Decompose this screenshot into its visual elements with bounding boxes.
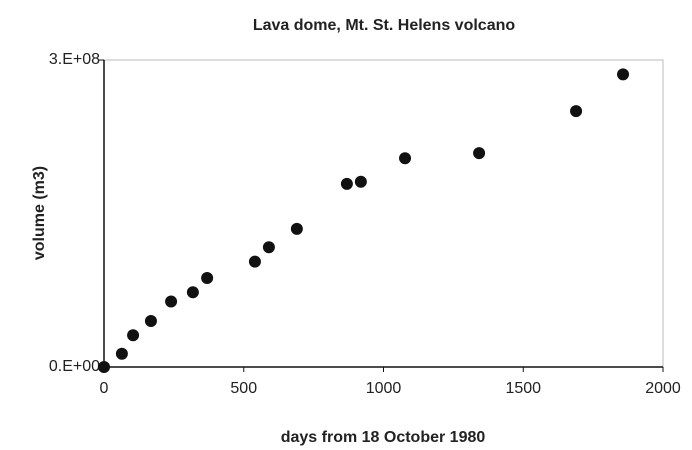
- x-tick-label: 0: [100, 380, 109, 397]
- data-point: [399, 152, 412, 165]
- y-tick-label: 3.E+08: [49, 51, 100, 68]
- data-point: [127, 329, 140, 342]
- data-point: [115, 347, 128, 360]
- data-point: [165, 295, 178, 308]
- data-point: [473, 147, 486, 160]
- y-tick-label: 0.E+00: [49, 358, 100, 375]
- data-point: [340, 177, 353, 190]
- x-tick-label: 1500: [505, 380, 541, 397]
- x-tick-label: 500: [230, 380, 257, 397]
- data-point: [617, 68, 630, 81]
- data-point: [354, 175, 367, 188]
- data-point: [144, 314, 157, 327]
- data-point: [98, 361, 110, 373]
- data-point: [570, 105, 583, 118]
- chart-title: Lava dome, Mt. St. Helens volcano: [253, 17, 516, 34]
- x-tick-label: 2000: [645, 380, 681, 397]
- x-tick-label: 1000: [366, 380, 402, 397]
- x-axis-title: days from 18 October 1980: [281, 429, 486, 446]
- y-axis-title: volume (m3): [31, 166, 48, 260]
- data-point: [201, 271, 214, 284]
- data-point: [262, 241, 275, 254]
- data-point: [248, 255, 261, 268]
- data-point: [290, 222, 303, 235]
- data-point: [186, 286, 199, 299]
